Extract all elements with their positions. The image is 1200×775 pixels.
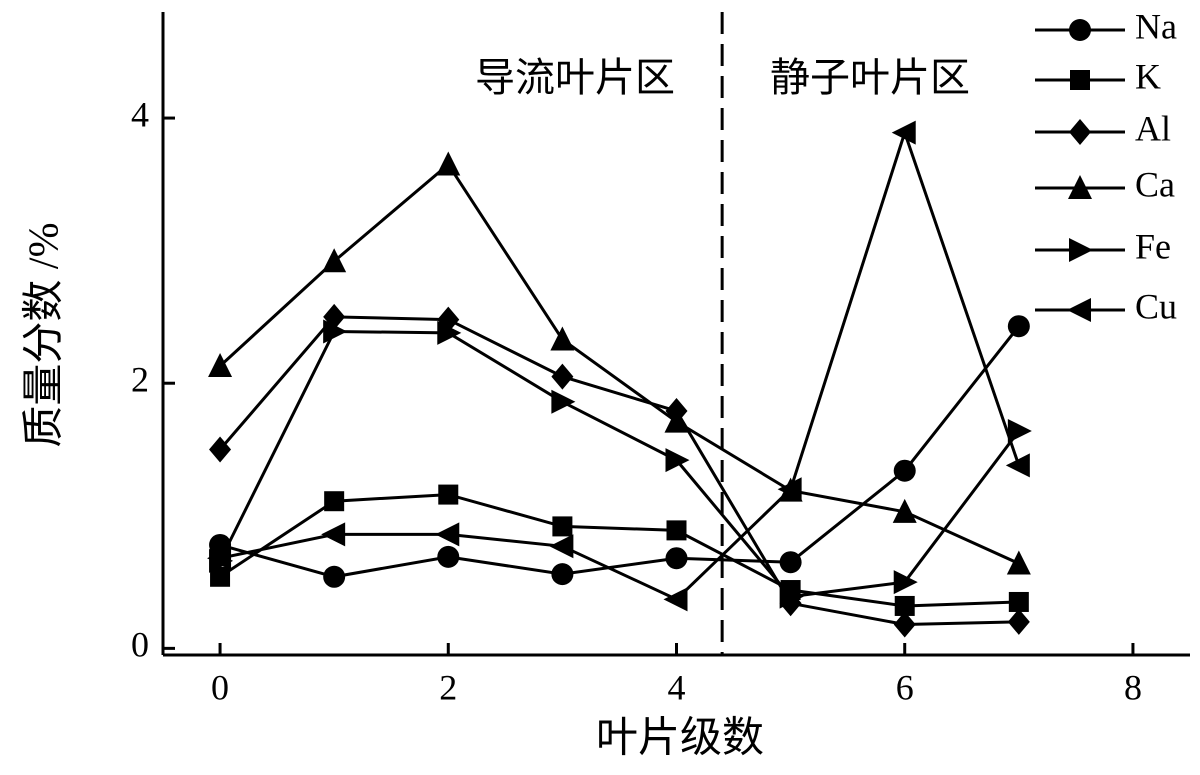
- series-line: [219, 325, 1021, 579]
- data-point: [894, 595, 915, 616]
- data-point: [665, 547, 688, 570]
- x-axis-label: 叶片级数: [596, 716, 764, 762]
- series-line: [219, 127, 1021, 602]
- data-point: [777, 477, 802, 502]
- legend-symbol: [1069, 119, 1091, 145]
- annotation: 静子叶片区: [770, 55, 970, 100]
- data-point: [323, 565, 346, 588]
- data-point: [892, 498, 917, 523]
- data-point: [549, 534, 574, 559]
- data-point: [1007, 315, 1030, 338]
- y-axis-label: 质量分数 /%: [22, 222, 68, 447]
- legend-label: K: [1135, 56, 1161, 96]
- data-point: [209, 436, 232, 463]
- data-point: [1007, 418, 1032, 443]
- series-line: [219, 493, 1019, 608]
- data-point: [436, 151, 461, 176]
- data-point: [437, 545, 460, 568]
- legend-label: Cu: [1135, 286, 1177, 326]
- data-point: [322, 248, 347, 273]
- data-point: [891, 120, 916, 145]
- legend-symbol: [1067, 298, 1091, 322]
- series-line: [218, 330, 1021, 599]
- y-tick-label: 0: [131, 625, 149, 665]
- legend-symbol: [1070, 70, 1090, 90]
- legend-symbol: [1068, 175, 1092, 199]
- data-point: [324, 491, 345, 512]
- annotation: 导流叶片区: [475, 55, 675, 100]
- data-point: [665, 448, 690, 473]
- data-point: [664, 408, 689, 433]
- data-point: [1007, 608, 1030, 635]
- data-point: [893, 570, 918, 595]
- data-point: [210, 566, 231, 587]
- data-point: [321, 522, 346, 547]
- data-point: [552, 516, 573, 537]
- y-tick-label: 4: [131, 94, 149, 134]
- data-point: [779, 551, 802, 574]
- legend-label: Al: [1135, 108, 1171, 148]
- series-line: [218, 315, 1019, 627]
- x-tick-label: 2: [439, 667, 457, 707]
- legend-symbol: [1069, 238, 1093, 262]
- data-point: [893, 611, 916, 638]
- data-point: [550, 326, 575, 351]
- data-point: [1006, 550, 1031, 575]
- data-point: [551, 389, 576, 414]
- data-point: [666, 520, 687, 541]
- data-point: [779, 584, 804, 609]
- data-point: [1005, 453, 1030, 478]
- data-point: [551, 563, 574, 586]
- x-tick-label: 8: [1124, 667, 1142, 707]
- x-tick-label: 4: [668, 667, 686, 707]
- x-tick-label: 0: [211, 667, 229, 707]
- data-point: [893, 459, 916, 482]
- data-point: [323, 319, 348, 344]
- data-point: [435, 522, 460, 547]
- x-tick-label: 6: [896, 667, 914, 707]
- data-point: [207, 546, 232, 571]
- data-point: [663, 587, 688, 612]
- data-point: [208, 352, 233, 377]
- data-point: [1008, 591, 1029, 612]
- y-tick-label: 2: [131, 359, 149, 399]
- data-point: [437, 320, 462, 345]
- legend-symbol: [1069, 19, 1091, 41]
- legend-label: Ca: [1135, 164, 1175, 204]
- legend-label: Na: [1135, 6, 1177, 46]
- legend-label: Fe: [1135, 226, 1171, 266]
- data-point: [438, 484, 459, 505]
- data-point: [551, 363, 574, 390]
- series-line: [219, 162, 1020, 565]
